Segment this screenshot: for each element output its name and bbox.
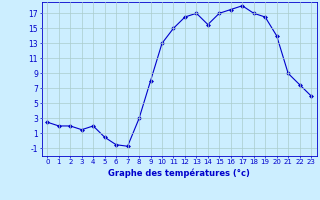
X-axis label: Graphe des températures (°c): Graphe des températures (°c)	[108, 168, 250, 178]
